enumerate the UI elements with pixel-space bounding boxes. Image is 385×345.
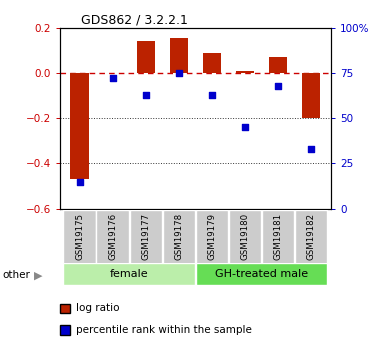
Bar [96, 210, 129, 264]
Point [242, 125, 248, 130]
Point [110, 76, 116, 81]
Bar [236, 71, 254, 73]
Bar [137, 41, 155, 73]
Point [275, 83, 281, 88]
Point [308, 146, 314, 152]
Point [176, 70, 182, 76]
Text: female: female [110, 269, 149, 279]
Text: GSM19175: GSM19175 [75, 213, 84, 260]
Text: GSM19180: GSM19180 [241, 213, 249, 260]
Bar [269, 57, 287, 73]
Text: GSM19181: GSM19181 [274, 213, 283, 260]
Text: GSM19182: GSM19182 [307, 213, 316, 260]
Text: GH-treated male: GH-treated male [215, 269, 308, 279]
Text: ▶: ▶ [34, 271, 42, 281]
Bar [302, 73, 320, 118]
Text: GSM19176: GSM19176 [108, 213, 117, 260]
Bar [129, 210, 162, 264]
Bar [70, 73, 89, 179]
Text: GDS862 / 3.2.2.1: GDS862 / 3.2.2.1 [81, 13, 188, 27]
Bar [295, 210, 328, 264]
Point [143, 92, 149, 97]
Bar [203, 52, 221, 73]
Text: GSM19179: GSM19179 [208, 213, 216, 259]
Bar [196, 263, 328, 285]
Bar [63, 263, 195, 285]
Point [77, 179, 83, 184]
Bar [229, 210, 261, 264]
Text: log ratio: log ratio [76, 304, 119, 313]
Text: GSM19178: GSM19178 [174, 213, 183, 260]
Bar [262, 210, 295, 264]
Bar [170, 38, 188, 73]
Text: percentile rank within the sample: percentile rank within the sample [76, 325, 252, 335]
Bar [162, 210, 195, 264]
Bar [63, 210, 96, 264]
Point [209, 92, 215, 97]
Text: other: other [2, 270, 30, 280]
Bar [196, 210, 228, 264]
Text: GSM19177: GSM19177 [141, 213, 150, 260]
